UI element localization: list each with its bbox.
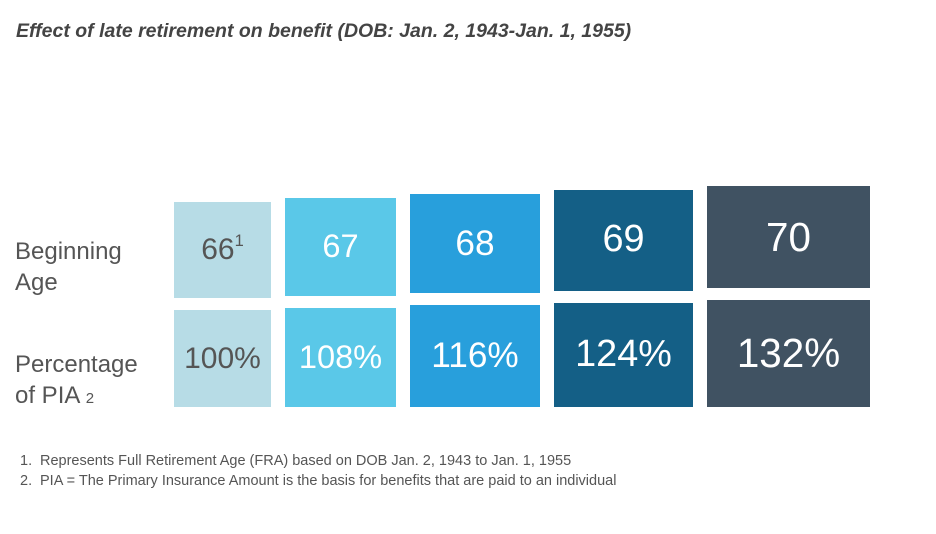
age-footnote-marker: 1 bbox=[234, 231, 244, 250]
age-label: 66 bbox=[201, 233, 235, 266]
footnote-2-text: PIA = The Primary Insurance Amount is th… bbox=[40, 473, 617, 489]
row-label-beginning-age: Beginning Age bbox=[15, 236, 122, 298]
pia-label: 108% bbox=[298, 337, 383, 375]
row-label-percentage-of-pia: Percentage of PIA 2 bbox=[15, 349, 138, 414]
row-label-pia-line2-text: of PIA bbox=[15, 382, 80, 409]
footnote-2: 2. PIA = The Primary Insurance Amount is … bbox=[20, 471, 616, 491]
pia-box-68: 116% bbox=[410, 305, 540, 407]
footnote-2-number: 2. bbox=[20, 473, 33, 489]
pia-label: 100% bbox=[184, 341, 261, 375]
age-box-70: 70 bbox=[707, 185, 870, 289]
row-label-age-line2: Age bbox=[15, 269, 58, 296]
footnote-1-text: Represents Full Retirement Age (FRA) bas… bbox=[40, 453, 572, 469]
row-label-pia-footnote: 2 bbox=[85, 390, 95, 407]
pia-label: 132% bbox=[736, 330, 841, 377]
pia-label: 116% bbox=[431, 336, 519, 376]
age-label: 68 bbox=[455, 223, 495, 263]
row-label-age-line1: Beginning bbox=[15, 238, 122, 265]
age-box-67: 67 bbox=[285, 197, 396, 296]
pia-box-66: 100% bbox=[174, 310, 271, 407]
pia-box-67: 108% bbox=[285, 307, 396, 407]
row-label-pia-line1: Percentage bbox=[15, 351, 138, 378]
age-box-69: 69 bbox=[554, 189, 693, 291]
age-label: 67 bbox=[322, 227, 359, 265]
age-label: 69 bbox=[602, 218, 645, 261]
pia-box-69: 124% bbox=[554, 302, 693, 407]
footnote-1-number: 1. bbox=[20, 453, 33, 469]
footnotes: 1. Represents Full Retirement Age (FRA) b… bbox=[20, 451, 616, 491]
age-box-66: 66 1 bbox=[174, 202, 271, 298]
pia-box-70: 132% bbox=[707, 300, 870, 407]
age-label: 70 bbox=[766, 213, 811, 260]
pia-label: 124% bbox=[575, 332, 672, 375]
footnote-1: 1. Represents Full Retirement Age (FRA) b… bbox=[20, 451, 616, 471]
age-box-68: 68 bbox=[410, 193, 540, 294]
row-label-pia-line2: of PIA 2 bbox=[15, 380, 138, 414]
chart-title: Effect of late retirement on benefit (DO… bbox=[16, 20, 632, 42]
